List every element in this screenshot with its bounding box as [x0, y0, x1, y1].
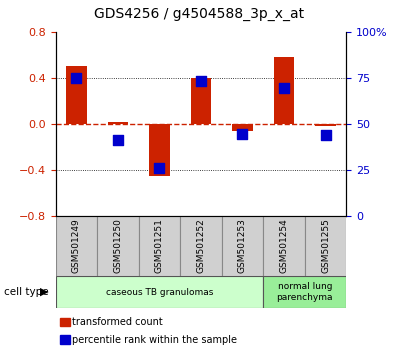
- Bar: [305, 216, 346, 276]
- Text: cell type: cell type: [4, 287, 49, 297]
- Bar: [139, 216, 180, 276]
- Bar: [66, 67, 87, 124]
- Text: GSM501252: GSM501252: [197, 219, 205, 273]
- Bar: [149, 124, 170, 176]
- Bar: [97, 216, 139, 276]
- Bar: [107, 122, 128, 124]
- Bar: [56, 216, 97, 276]
- Bar: [273, 57, 295, 124]
- Point: [198, 79, 204, 84]
- Text: GSM501249: GSM501249: [72, 219, 81, 273]
- Bar: [191, 78, 211, 124]
- Text: GSM501255: GSM501255: [321, 218, 330, 274]
- Bar: [180, 216, 222, 276]
- Point: [73, 75, 80, 81]
- Text: caseous TB granulomas: caseous TB granulomas: [106, 287, 213, 297]
- Bar: [56, 276, 263, 308]
- Text: GSM501251: GSM501251: [155, 218, 164, 274]
- Point: [156, 165, 163, 171]
- Point: [322, 132, 329, 138]
- Text: ▶: ▶: [39, 287, 48, 297]
- Text: GSM501250: GSM501250: [113, 218, 123, 274]
- Text: percentile rank within the sample: percentile rank within the sample: [72, 335, 237, 345]
- Text: GSM501253: GSM501253: [238, 218, 247, 274]
- Text: normal lung
parenchyma: normal lung parenchyma: [277, 282, 333, 302]
- Text: GSM501254: GSM501254: [279, 219, 289, 273]
- Point: [281, 85, 287, 91]
- Text: transformed count: transformed count: [72, 317, 162, 327]
- Bar: [232, 124, 253, 131]
- Point: [239, 131, 246, 137]
- Point: [115, 137, 121, 143]
- Text: GDS4256 / g4504588_3p_x_at: GDS4256 / g4504588_3p_x_at: [94, 7, 304, 21]
- Bar: [222, 216, 263, 276]
- Bar: [263, 216, 305, 276]
- Bar: [263, 276, 346, 308]
- Bar: [315, 124, 336, 126]
